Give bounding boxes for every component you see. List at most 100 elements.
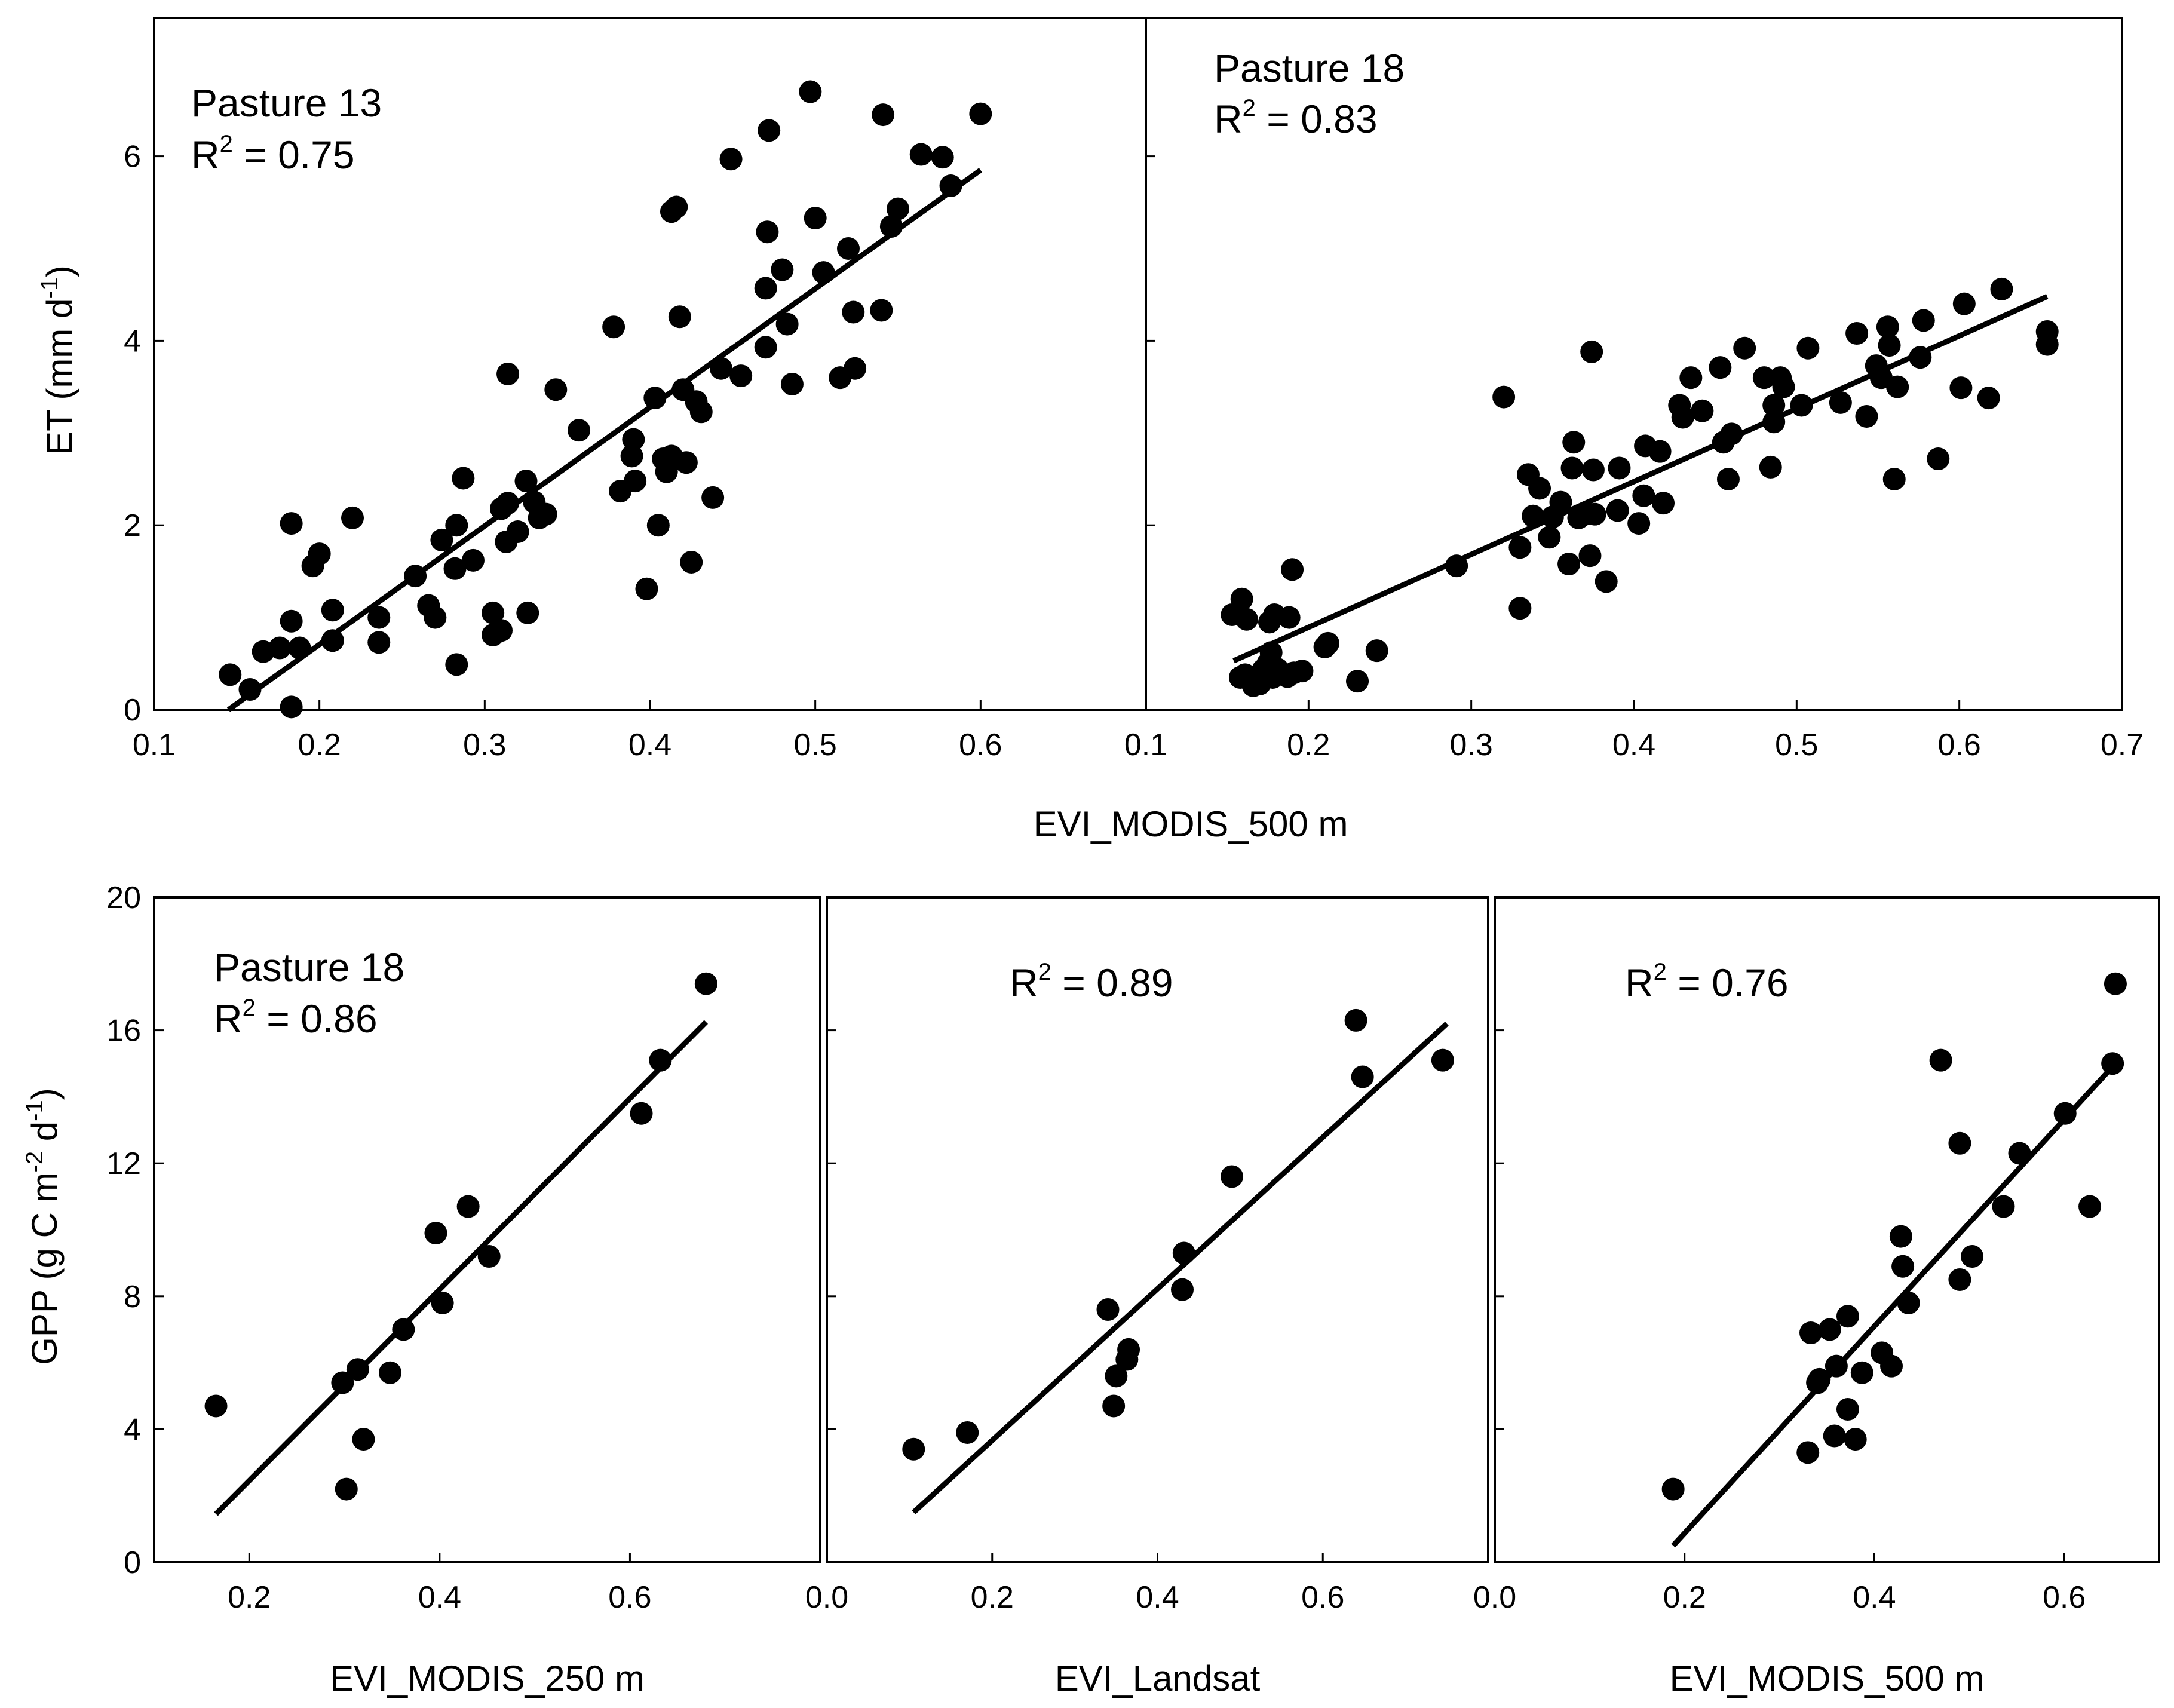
x-axis-title: EVI_MODIS_500 m — [1670, 1658, 1985, 1698]
data-point — [1720, 422, 1743, 446]
data-point — [729, 364, 753, 388]
r-squared-value: = 0.83 — [1256, 97, 1378, 141]
data-point — [602, 315, 625, 339]
regression-line — [912, 1022, 1449, 1514]
data-point — [709, 357, 732, 380]
data-point — [1961, 1245, 1984, 1268]
gpp-y-axis-title-sup2: -1 — [22, 1100, 48, 1121]
data-point — [1281, 558, 1304, 581]
data-point — [1562, 431, 1586, 454]
data-point — [1580, 340, 1603, 363]
data-point — [1522, 504, 1545, 528]
r-squared-value: = 0.75 — [233, 133, 355, 177]
data-point — [1836, 1398, 1859, 1421]
data-point — [1508, 536, 1532, 559]
data-point — [1679, 366, 1703, 390]
data-point — [1716, 468, 1740, 490]
data-point — [1823, 1424, 1846, 1448]
data-point — [1172, 1241, 1195, 1265]
data-point — [1171, 1278, 1194, 1301]
gpp-y-axis-title-end: ) — [24, 1088, 65, 1100]
x-axis-title: EVI_Landsat — [1055, 1658, 1261, 1698]
data-point — [1221, 1165, 1244, 1188]
data-point — [1912, 309, 1935, 332]
data-point — [635, 577, 658, 600]
y-tick-label: 6 — [124, 140, 141, 174]
data-point — [1606, 499, 1629, 522]
data-point — [620, 444, 643, 468]
x-tick-label: 0.0 — [805, 1580, 848, 1615]
data-point — [1661, 1477, 1685, 1501]
r-squared-exponent: 2 — [220, 131, 233, 157]
regression-line — [214, 1020, 709, 1516]
site-annotation: Pasture 18 — [214, 945, 404, 989]
data-point — [1627, 512, 1651, 535]
plot-frame — [153, 896, 821, 1563]
data-point — [392, 1318, 415, 1341]
x-tick-label: 0.1 — [133, 728, 176, 762]
gpp-y-axis-title-mid: d — [24, 1121, 65, 1151]
data-point — [443, 557, 467, 580]
data-point — [452, 467, 475, 490]
data-point — [431, 1291, 454, 1314]
x-tick-label: 0.4 — [628, 728, 671, 762]
data-point — [668, 305, 691, 329]
data-point — [321, 629, 344, 652]
data-point — [872, 103, 895, 127]
data-point — [1317, 631, 1340, 655]
gpp-y-axis-title-sup1: -2 — [22, 1151, 48, 1173]
data-point — [1752, 366, 1776, 390]
data-point — [1829, 391, 1852, 414]
data-point — [268, 636, 292, 660]
data-point — [1344, 1008, 1367, 1032]
x-tick-label: 0.6 — [1301, 1580, 1344, 1615]
x-tick-label: 0.4 — [1853, 1580, 1896, 1615]
data-point — [482, 601, 505, 624]
r-squared-label: R2 = 0.89 — [1010, 959, 1173, 1005]
r-squared-exponent: 2 — [1243, 95, 1256, 121]
data-point — [280, 695, 303, 719]
data-point — [2078, 1195, 2102, 1218]
data-point — [1096, 1298, 1120, 1321]
panel-gpp_modis250: 0 4 8 12 16 20 0.2 0.4 0.6 Pasture 18 R2 = 0.86 EVI… — [106, 881, 821, 1698]
x-tick-label: 0.2 — [298, 728, 341, 762]
data-point — [1844, 1428, 1867, 1451]
y-tick-label: 0 — [124, 1546, 141, 1580]
data-point — [1850, 1361, 1873, 1384]
data-point — [643, 387, 667, 410]
data-point — [496, 492, 520, 515]
data-point — [844, 357, 867, 380]
data-point — [1990, 277, 2013, 300]
data-point — [341, 506, 364, 529]
x-tick-label: 0.2 — [1287, 728, 1330, 762]
x-tick-label: 0.2 — [971, 1580, 1014, 1615]
y-tick-label: 12 — [106, 1146, 141, 1181]
y-tick-label: 2 — [124, 508, 141, 543]
data-point — [1772, 375, 1795, 398]
data-point — [335, 1477, 358, 1501]
data-point — [1528, 477, 1551, 500]
data-point — [939, 174, 962, 198]
site-annotation: Pasture 18 — [1214, 46, 1405, 90]
data-point — [430, 528, 453, 551]
y-tick-label: 20 — [106, 881, 141, 915]
data-point — [534, 502, 557, 526]
data-point — [456, 1195, 480, 1218]
data-point — [1836, 1305, 1859, 1328]
data-point — [842, 300, 865, 324]
x-tick-label: 0.5 — [1775, 728, 1818, 762]
data-point — [754, 277, 777, 300]
regression-line — [226, 168, 982, 712]
x-tick-label: 0.7 — [2101, 728, 2144, 762]
data-point — [404, 565, 427, 588]
data-point — [969, 102, 992, 125]
data-point — [701, 486, 725, 509]
data-point — [352, 1428, 375, 1451]
data-point — [1759, 455, 1782, 479]
data-point — [1992, 1195, 2015, 1218]
data-point — [424, 606, 447, 629]
data-point — [622, 428, 645, 451]
data-point — [1691, 399, 1714, 422]
